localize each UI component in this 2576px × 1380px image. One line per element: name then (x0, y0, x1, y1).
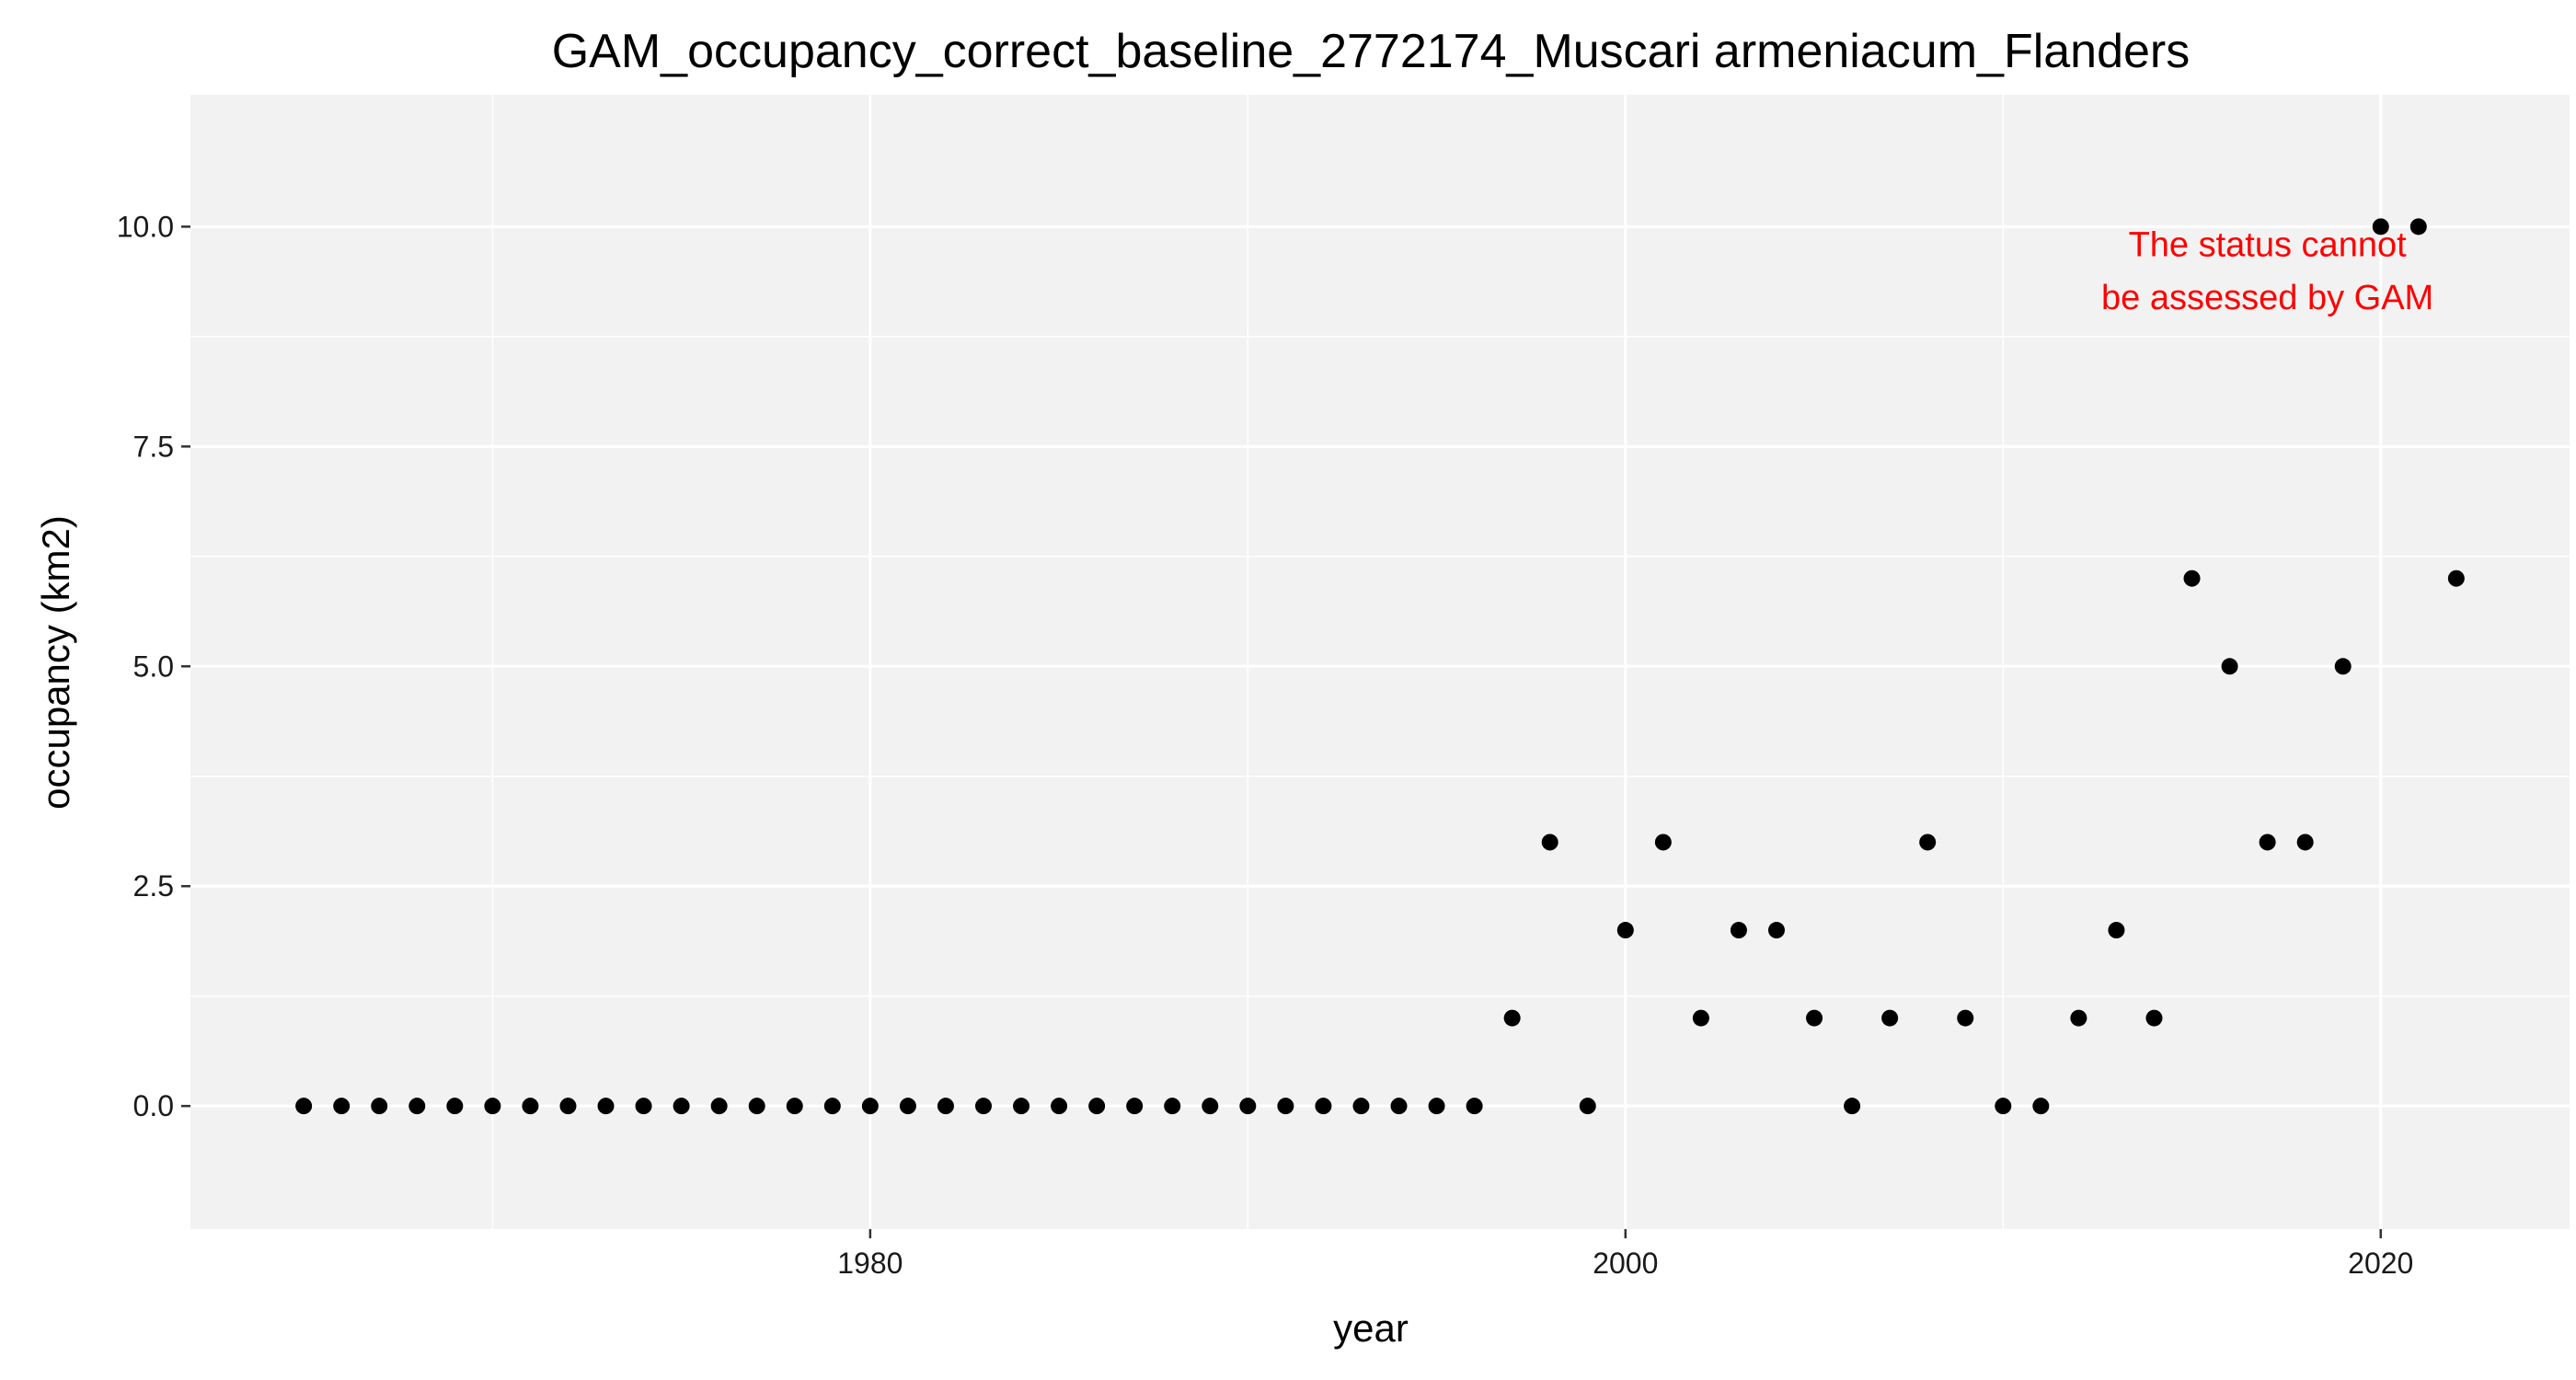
chart-title: GAM_occupancy_correct_baseline_2772174_M… (552, 25, 2191, 78)
data-point (2221, 658, 2238, 675)
data-point (1654, 834, 1672, 851)
data-point (2183, 569, 2201, 587)
data-point (1768, 922, 1785, 939)
data-point (1806, 1009, 1823, 1027)
y-tick-label: 2.5 (133, 869, 174, 903)
data-point (1919, 834, 1937, 851)
data-point (975, 1098, 992, 1115)
data-point (937, 1098, 954, 1115)
data-point (2145, 1009, 2163, 1027)
data-point (1126, 1098, 1144, 1115)
y-axis-title: occupancy (km2) (34, 515, 77, 810)
data-point (1315, 1098, 1332, 1115)
data-point (1730, 922, 1747, 939)
data-point (1088, 1098, 1106, 1115)
data-point (2032, 1098, 2050, 1115)
annotation-line-1: The status cannot (2129, 225, 2408, 264)
data-point (2070, 1009, 2087, 1027)
y-axis: 0.0 2.5 5.0 7.5 10.0 (117, 210, 190, 1122)
data-point (1277, 1098, 1294, 1115)
data-point (2334, 658, 2352, 675)
data-point (559, 1098, 577, 1115)
data-point (1051, 1098, 1068, 1115)
data-point (522, 1098, 539, 1115)
data-point (2259, 834, 2276, 851)
annotation-line-2: be assessed by GAM (2101, 279, 2433, 317)
gam-status-annotation: The status cannot be assessed by GAM (2101, 225, 2433, 316)
data-point (2108, 922, 2125, 939)
data-point (1390, 1098, 1408, 1115)
y-tick-label: 7.5 (133, 430, 174, 463)
data-point (2447, 569, 2465, 587)
data-point (861, 1098, 879, 1115)
x-axis: 1980 2000 2020 (837, 1229, 2413, 1280)
major-gridlines (190, 95, 2570, 1229)
y-tick-label: 5.0 (133, 650, 174, 683)
data-point (1352, 1098, 1370, 1115)
x-tick-label: 2000 (1593, 1247, 1658, 1280)
data-point (1466, 1098, 1483, 1115)
data-point (597, 1098, 615, 1115)
x-axis-title: year (1333, 1306, 1409, 1350)
data-point (2372, 218, 2389, 236)
data-point (1616, 922, 1634, 939)
data-point (484, 1098, 501, 1115)
data-point (1503, 1009, 1521, 1027)
data-point (371, 1098, 388, 1115)
data-point (295, 1098, 313, 1115)
y-tick-label: 10.0 (117, 210, 174, 243)
data-point (2296, 834, 2314, 851)
data-point (635, 1098, 652, 1115)
data-point (1428, 1098, 1445, 1115)
plot-panel (190, 95, 2570, 1229)
data-points (295, 218, 2465, 1115)
x-tick-label: 2020 (2348, 1247, 2413, 1280)
data-point (1164, 1098, 1181, 1115)
data-point (1995, 1098, 2012, 1115)
data-point (673, 1098, 690, 1115)
data-point (333, 1098, 351, 1115)
data-point (899, 1098, 916, 1115)
data-point (408, 1098, 426, 1115)
minor-gridlines (190, 95, 2570, 1229)
data-point (1957, 1009, 1974, 1027)
data-point (823, 1098, 841, 1115)
data-point (786, 1098, 803, 1115)
data-point (1013, 1098, 1030, 1115)
data-point (748, 1098, 765, 1115)
data-point (1881, 1009, 1899, 1027)
data-point (1541, 834, 1558, 851)
data-point (1202, 1098, 1219, 1115)
data-point (1844, 1098, 1861, 1115)
data-point (1692, 1009, 1709, 1027)
x-tick-label: 1980 (837, 1247, 903, 1280)
data-point (710, 1098, 728, 1115)
data-point (446, 1098, 464, 1115)
data-point (1579, 1098, 1596, 1115)
data-point (1239, 1098, 1257, 1115)
data-point (2409, 218, 2427, 236)
y-tick-label: 0.0 (133, 1089, 174, 1122)
